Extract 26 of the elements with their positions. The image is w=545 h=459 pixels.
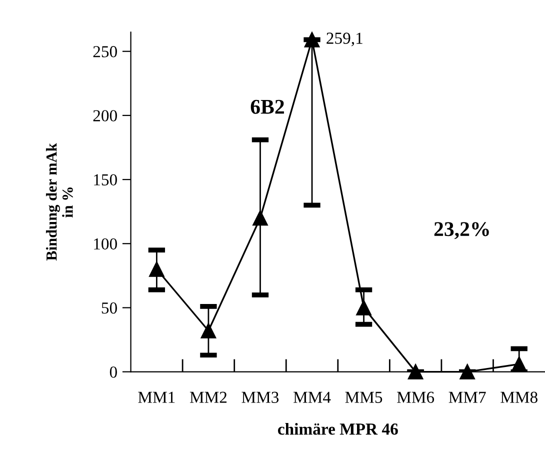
x-tick-label: MM6 bbox=[397, 392, 434, 403]
x-tick-label: MM5 bbox=[345, 392, 382, 403]
annotation: 23,2% bbox=[434, 222, 489, 240]
y-tick-label: 100 bbox=[94, 238, 117, 250]
point bbox=[356, 300, 372, 316]
y-tick-label: 0 bbox=[110, 366, 117, 378]
x-tick-label: MM3 bbox=[242, 392, 279, 403]
x-tick-label: MM1 bbox=[138, 392, 175, 403]
point bbox=[460, 364, 475, 380]
point bbox=[408, 364, 424, 380]
point bbox=[252, 210, 268, 226]
annotation: 259,1 bbox=[326, 32, 362, 46]
annotation: 6B2 bbox=[250, 100, 284, 114]
x-tick-label: MM7 bbox=[448, 392, 486, 403]
y-tick-label: 150 bbox=[94, 174, 117, 186]
x-tick-label: MM2 bbox=[190, 392, 227, 403]
x-tick-label: MM4 bbox=[294, 392, 331, 403]
point bbox=[200, 323, 216, 338]
point bbox=[149, 262, 164, 277]
x-axis-title: chimäre MPR 46 bbox=[278, 423, 398, 435]
y-axis-title: Bindung der mAk in % bbox=[46, 143, 73, 261]
point bbox=[304, 32, 320, 48]
y-tick-label: 200 bbox=[93, 110, 117, 122]
y-tick-label: 50 bbox=[102, 302, 117, 314]
y-tick-label: 250 bbox=[93, 46, 117, 58]
x-tick-label: MM8 bbox=[500, 392, 538, 403]
